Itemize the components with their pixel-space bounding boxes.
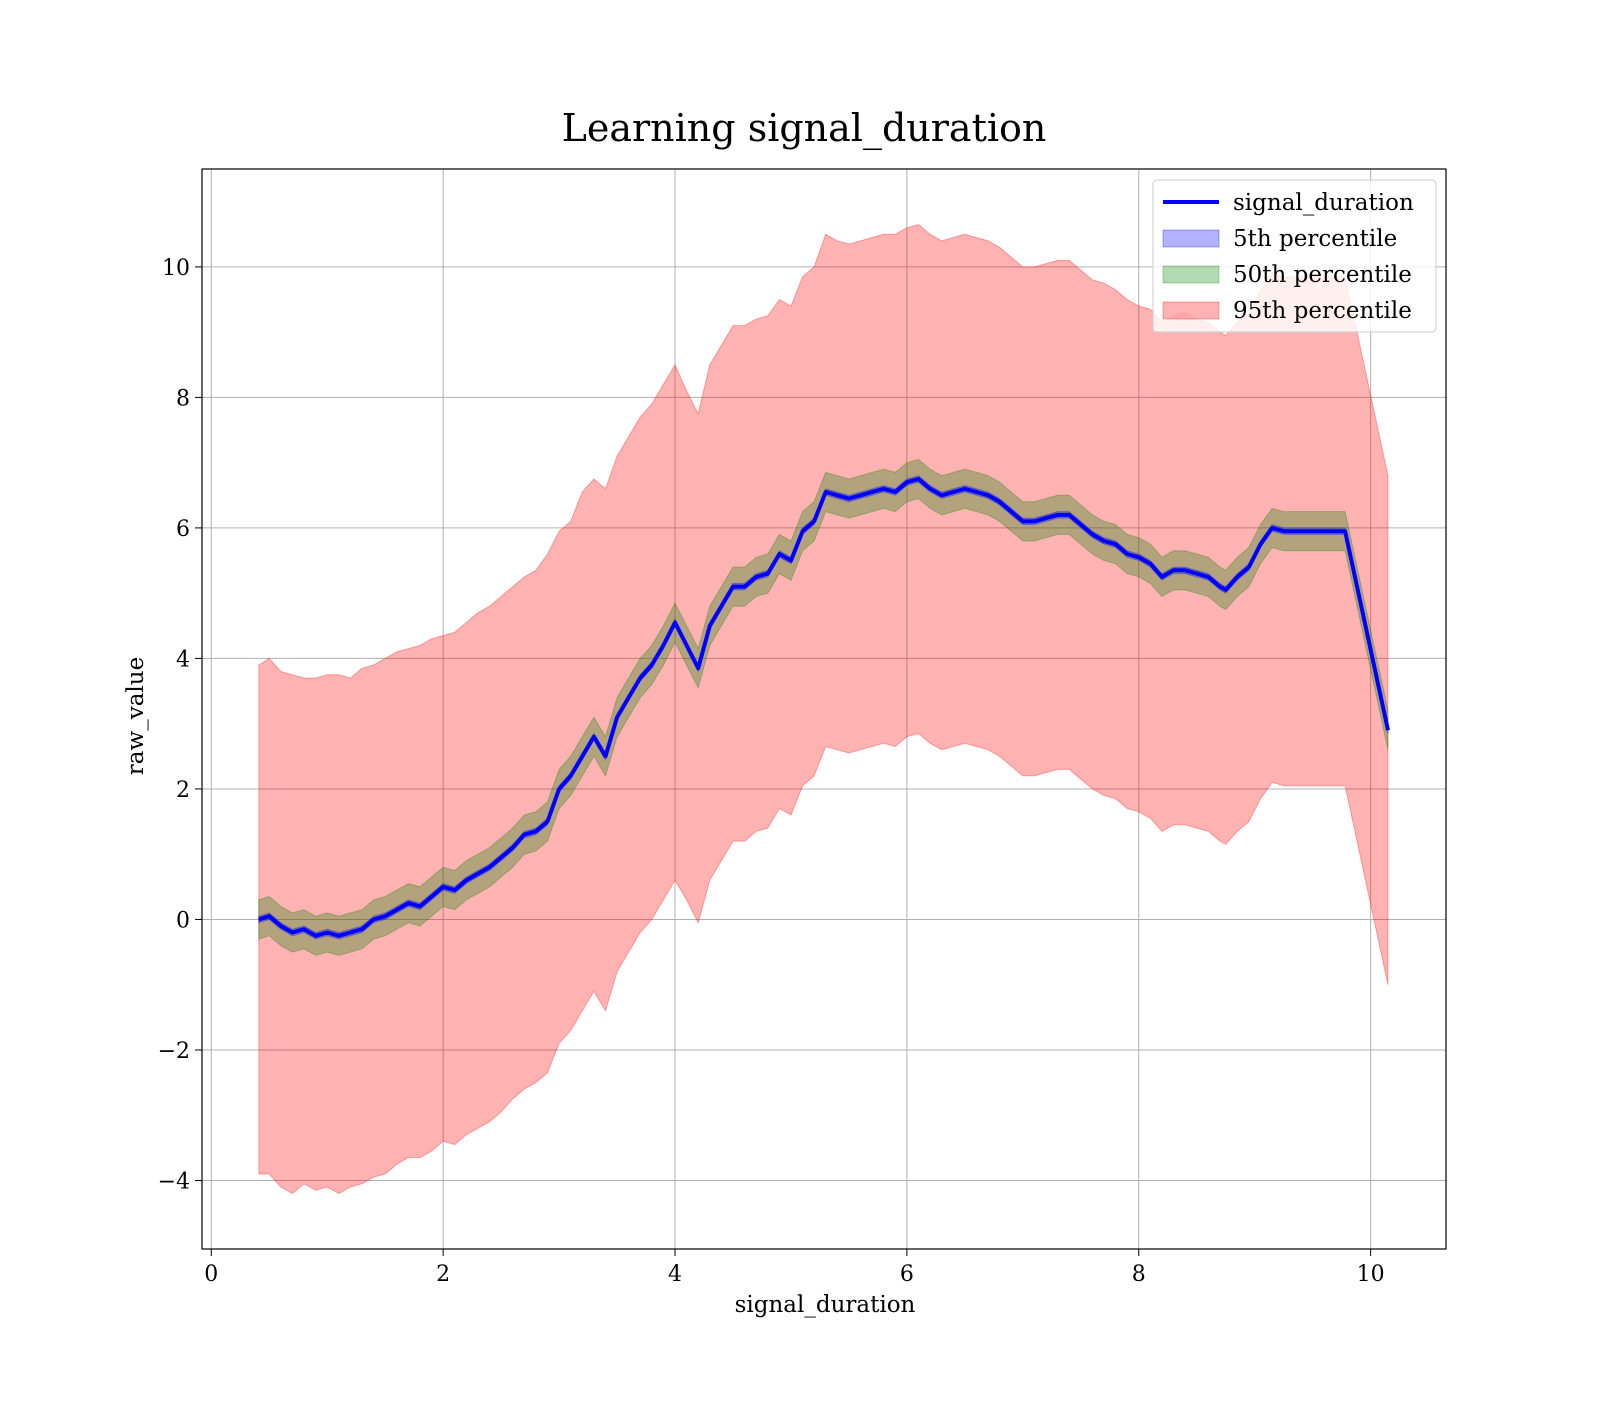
legend-label: 5th percentile [1233,226,1397,252]
legend-label: signal_duration [1233,190,1414,216]
legend-label: 95th percentile [1233,298,1412,324]
95th-percentile-band [258,223,1389,1195]
y-tick-label: 0 [176,908,190,933]
50th-percentile-band [258,458,1389,956]
y-tick-label: 8 [176,386,190,411]
y-tick-label: 2 [176,778,190,803]
series-lines [258,477,1390,938]
signal_duration-line [258,477,1390,938]
x-tick-label: 8 [1132,1262,1146,1287]
x-axis-label: signal_duration [735,1292,916,1318]
axis-ticks: 0 2 4 6 8 10 −4 −2 0 2 4 6 8 10 [158,256,1385,1287]
x-tick-label: 6 [900,1262,914,1287]
legend: signal_duration 5th percentile 50th percen… [1152,179,1437,333]
y-tick-label: −4 [158,1169,190,1194]
y-tick-label: −2 [158,1039,190,1064]
x-tick-label: 0 [204,1262,218,1287]
plot-frame [201,168,1447,1250]
y-tick-label: 4 [176,647,190,672]
legend-band-swatch [1162,265,1220,284]
legend-box [1152,179,1437,333]
x-tick-label: 10 [1357,1262,1385,1287]
y-tick-label: 6 [176,517,190,542]
legend-band-swatch [1162,301,1220,320]
legend-label: 50th percentile [1233,262,1412,288]
y-tick-label: 10 [162,256,190,281]
y-axis-label: raw_value [123,657,149,775]
legend-band-swatch [1162,229,1220,248]
chart-title: Learning signal_duration [562,106,1047,151]
grid [202,169,1446,1249]
x-tick-label: 4 [668,1262,682,1287]
x-tick-label: 2 [436,1262,450,1287]
